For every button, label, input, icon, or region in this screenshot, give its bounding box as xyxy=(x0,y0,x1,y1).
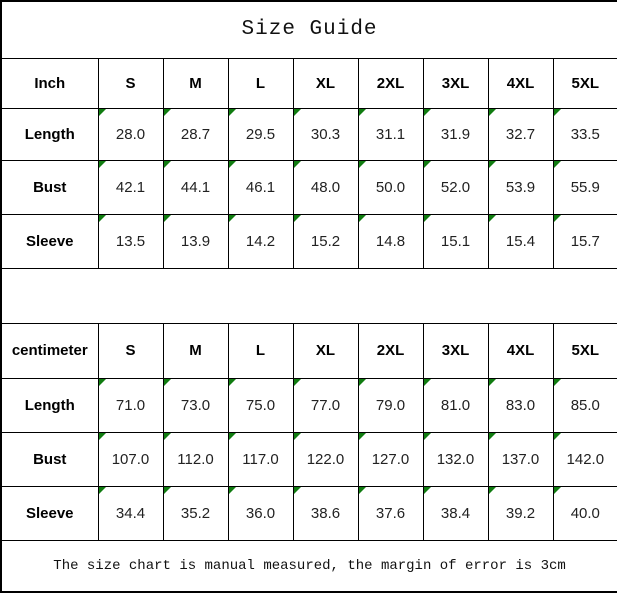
measurement-cell: 34.4 xyxy=(97,485,164,541)
footer-row: The size chart is manual measured, the m… xyxy=(0,539,617,593)
measurement-cell: 31.9 xyxy=(422,107,489,161)
size-header-2xl: 2XL xyxy=(357,322,424,379)
row-label-length: Length xyxy=(0,377,99,433)
measurement-cell: 38.4 xyxy=(422,485,489,541)
measurement-cell: 36.0 xyxy=(227,485,294,541)
measurement-cell: 71.0 xyxy=(97,377,164,433)
measurement-cell: 29.5 xyxy=(227,107,294,161)
measurement-cell: 73.0 xyxy=(162,377,229,433)
measurement-cell: 77.0 xyxy=(292,377,359,433)
measurement-cell: 117.0 xyxy=(227,431,294,487)
measurement-cell: 40.0 xyxy=(552,485,617,541)
measurement-cell: 44.1 xyxy=(162,159,229,215)
row-label-bust: Bust xyxy=(0,431,99,487)
measurement-cell: 15.1 xyxy=(422,213,489,269)
measurement-cell: 55.9 xyxy=(552,159,617,215)
cm-sleeve-row: Sleeve 34.4 35.2 36.0 38.6 37.6 38.4 39.… xyxy=(0,485,617,541)
measurement-cell: 15.7 xyxy=(552,213,617,269)
inch-length-row: Length 28.0 28.7 29.5 30.3 31.1 31.9 32.… xyxy=(0,107,617,161)
footer-note: The size chart is manual measured, the m… xyxy=(0,539,617,593)
row-label-sleeve: Sleeve xyxy=(0,213,99,269)
inch-sleeve-row: Sleeve 13.5 13.9 14.2 15.2 14.8 15.1 15.… xyxy=(0,213,617,269)
size-header-4xl: 4XL xyxy=(487,57,554,109)
measurement-cell: 52.0 xyxy=(422,159,489,215)
spacer-row xyxy=(0,267,617,324)
measurement-cell: 42.1 xyxy=(97,159,164,215)
measurement-cell: 85.0 xyxy=(552,377,617,433)
measurement-cell: 35.2 xyxy=(162,485,229,541)
measurement-cell: 79.0 xyxy=(357,377,424,433)
measurement-cell: 81.0 xyxy=(422,377,489,433)
measurement-cell: 53.9 xyxy=(487,159,554,215)
size-header-4xl: 4XL xyxy=(487,322,554,379)
size-header-2xl: 2XL xyxy=(357,57,424,109)
measurement-cell: 127.0 xyxy=(357,431,424,487)
measurement-cell: 46.1 xyxy=(227,159,294,215)
measurement-cell: 13.5 xyxy=(97,213,164,269)
row-label-length: Length xyxy=(0,107,99,161)
size-header-3xl: 3XL xyxy=(422,322,489,379)
measurement-cell: 15.2 xyxy=(292,213,359,269)
spacer-cell xyxy=(0,267,617,324)
size-header-3xl: 3XL xyxy=(422,57,489,109)
measurement-cell: 32.7 xyxy=(487,107,554,161)
measurement-cell: 37.6 xyxy=(357,485,424,541)
measurement-cell: 38.6 xyxy=(292,485,359,541)
measurement-cell: 107.0 xyxy=(97,431,164,487)
measurement-cell: 137.0 xyxy=(487,431,554,487)
measurement-cell: 50.0 xyxy=(357,159,424,215)
size-header-5xl: 5XL xyxy=(552,322,617,379)
measurement-cell: 48.0 xyxy=(292,159,359,215)
measurement-cell: 142.0 xyxy=(552,431,617,487)
measurement-cell: 112.0 xyxy=(162,431,229,487)
page-title: Size Guide xyxy=(0,0,617,59)
size-header-xl: XL xyxy=(292,57,359,109)
measurement-cell: 14.8 xyxy=(357,213,424,269)
size-header-s: S xyxy=(97,322,164,379)
measurement-cell: 39.2 xyxy=(487,485,554,541)
measurement-cell: 75.0 xyxy=(227,377,294,433)
measurement-cell: 28.0 xyxy=(97,107,164,161)
row-label-bust: Bust xyxy=(0,159,99,215)
size-header-s: S xyxy=(97,57,164,109)
measurement-cell: 15.4 xyxy=(487,213,554,269)
title-row: Size Guide xyxy=(0,0,617,59)
measurement-cell: 33.5 xyxy=(552,107,617,161)
cm-header-row: centimeter S M L XL 2XL 3XL 4XL 5XL xyxy=(0,322,617,379)
size-header-l: L xyxy=(227,57,294,109)
row-label-sleeve: Sleeve xyxy=(0,485,99,541)
inch-bust-row: Bust 42.1 44.1 46.1 48.0 50.0 52.0 53.9 … xyxy=(0,159,617,215)
measurement-cell: 132.0 xyxy=(422,431,489,487)
measurement-cell: 13.9 xyxy=(162,213,229,269)
measurement-cell: 122.0 xyxy=(292,431,359,487)
measurement-cell: 30.3 xyxy=(292,107,359,161)
size-header-m: M xyxy=(162,322,229,379)
inch-header-row: Inch S M L XL 2XL 3XL 4XL 5XL xyxy=(0,57,617,109)
size-header-5xl: 5XL xyxy=(552,57,617,109)
unit-header-inch: Inch xyxy=(0,57,99,109)
size-header-l: L xyxy=(227,322,294,379)
measurement-cell: 83.0 xyxy=(487,377,554,433)
cm-length-row: Length 71.0 73.0 75.0 77.0 79.0 81.0 83.… xyxy=(0,377,617,433)
size-header-xl: XL xyxy=(292,322,359,379)
size-header-m: M xyxy=(162,57,229,109)
measurement-cell: 28.7 xyxy=(162,107,229,161)
cm-bust-row: Bust 107.0 112.0 117.0 122.0 127.0 132.0… xyxy=(0,431,617,487)
measurement-cell: 14.2 xyxy=(227,213,294,269)
unit-header-centimeter: centimeter xyxy=(0,322,99,379)
measurement-cell: 31.1 xyxy=(357,107,424,161)
